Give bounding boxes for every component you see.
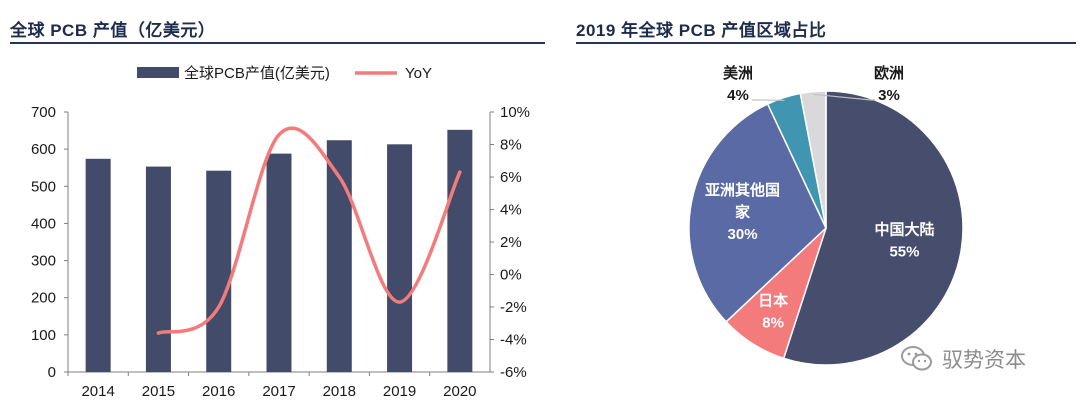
- y-tick-label-right: 0%: [500, 267, 522, 284]
- pie-label-pct: 3%: [878, 87, 900, 104]
- x-tick-label: 2015: [142, 383, 175, 400]
- bar: [206, 170, 232, 372]
- y-tick-label-right: -2%: [500, 299, 527, 316]
- legend-swatch-bar: [137, 67, 179, 78]
- pie-label: 中国大陆: [874, 220, 934, 238]
- pie-label: 欧洲: [874, 64, 904, 82]
- watermark-text: 驭势资本: [942, 349, 1026, 372]
- bar: [266, 153, 292, 372]
- y-tick-label-right: 6%: [500, 169, 522, 186]
- pie-label-pct: 4%: [727, 87, 749, 104]
- pie-label: 日本: [758, 291, 788, 309]
- watermark: 驭势资本: [900, 338, 1070, 380]
- left-chart-panel: 全球 PCB 产值（亿美元） 0 100 200 300 400 500 600 700 -6%…: [10, 21, 545, 400]
- yoy-line: [156, 126, 462, 335]
- x-tick-label: 2020: [443, 383, 476, 400]
- y-tick-label-right: -4%: [500, 332, 527, 349]
- legend-label-bar: 全球PCB产值(亿美元): [184, 64, 330, 82]
- wechat-icon: [901, 346, 932, 371]
- x-tick-label: 2018: [323, 383, 356, 400]
- x-tick-label: 2017: [262, 383, 295, 400]
- pie-slice: [688, 103, 827, 323]
- y-tick-label-right: -6%: [500, 364, 527, 381]
- bar: [387, 144, 413, 372]
- pie-label-pct: 8%: [762, 314, 784, 331]
- left-title-rule: [10, 42, 545, 44]
- y-tick-label-right: 8%: [500, 137, 522, 154]
- y-tick-label-left: 100: [31, 327, 56, 344]
- x-tick-label: 2014: [81, 383, 114, 400]
- leader-line: [813, 93, 875, 101]
- bar: [85, 158, 111, 372]
- y-tick-label-right: 10%: [500, 104, 530, 121]
- right-chart-panel: 2019 年全球 PCB 产值区域占比 中国大陆 55% 日本 8% 亚洲其他国家 30%…: [566, 0, 1080, 405]
- pie-label-pct: 55%: [889, 243, 919, 260]
- right-title-rule: [576, 42, 1076, 44]
- right-chart-title: 2019 年全球 PCB 产值区域占比: [576, 21, 827, 40]
- y-tick-label-left: 700: [31, 104, 56, 121]
- pie-label: 家: [735, 203, 750, 221]
- bar-line-chart: 0 100 200 300 400 500 600 700 -6% -4% -2% 0% 2% 4% 6% 8…: [31, 64, 530, 400]
- pie-label: 亚洲其他国: [705, 181, 780, 199]
- y-tick-label-left: 400: [31, 215, 56, 232]
- y-tick-label-left: 600: [31, 141, 56, 158]
- legend-label-line: YoY: [405, 65, 432, 82]
- y-tick-label-left: 300: [31, 253, 56, 270]
- y-tick-label-right: 2%: [500, 234, 522, 251]
- pie-label-pct: 30%: [728, 226, 758, 243]
- left-chart-title: 全球 PCB 产值（亿美元）: [10, 21, 216, 40]
- y-tick-label-left: 0: [48, 364, 56, 381]
- bar: [145, 166, 171, 372]
- pie-slice: [799, 90, 827, 229]
- x-tick-label: 2016: [202, 383, 235, 400]
- y-tick-label-right: 4%: [500, 202, 522, 219]
- pie-label: 美洲: [723, 64, 753, 82]
- pie-slice: [782, 90, 964, 366]
- y-tick-label-left: 200: [31, 290, 56, 307]
- x-tick-label: 2019: [383, 383, 416, 400]
- y-tick-label-left: 500: [31, 178, 56, 195]
- bar: [447, 129, 473, 372]
